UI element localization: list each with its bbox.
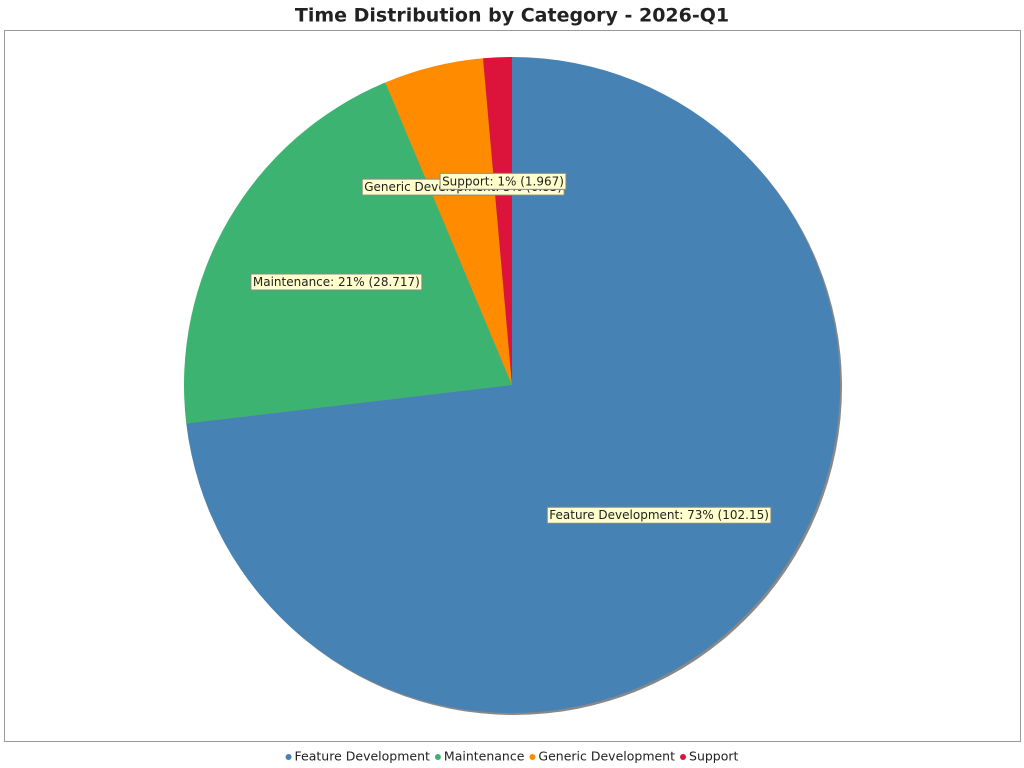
pie-slice	[184, 82, 513, 424]
data-label-text: Feature Development: 73% (102.15)	[549, 508, 769, 522]
plot-border	[4, 30, 1021, 742]
legend-marker	[285, 754, 292, 760]
pie-slice	[385, 58, 512, 386]
data-label: Maintenance: 21% (28.717)	[250, 273, 423, 291]
legend-label: Generic Development	[538, 749, 675, 764]
legend-marker	[529, 754, 536, 760]
data-label-text: Maintenance: 21% (28.717)	[253, 275, 420, 289]
legend-label: Feature Development	[295, 749, 430, 764]
data-label: Feature Development: 73% (102.15)	[546, 506, 772, 524]
legend-label: Maintenance	[444, 749, 525, 764]
data-label-box	[250, 273, 423, 291]
pie-slice	[186, 57, 840, 713]
data-label-box	[546, 506, 772, 524]
data-label-box	[439, 172, 567, 190]
chart-title: Time Distribution by Category - 2026-Q1	[295, 5, 729, 27]
legend-marker	[680, 754, 687, 760]
pie-slice	[483, 57, 512, 385]
legend-label: Support	[689, 749, 739, 764]
legend-marker	[434, 754, 441, 760]
data-label: Support: 1% (1.967)	[439, 172, 567, 190]
data-label-text: Support: 1% (1.967)	[442, 174, 564, 188]
